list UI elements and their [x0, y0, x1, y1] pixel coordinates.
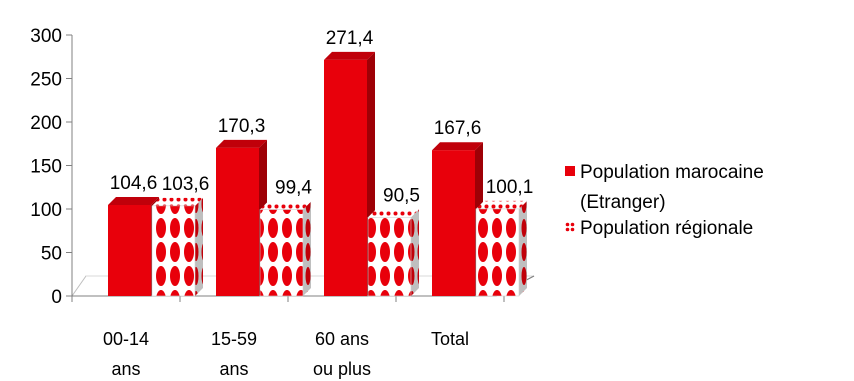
y-tick-label: 150 — [30, 157, 62, 178]
bar-population-regionale — [367, 209, 419, 297]
bar-population-marocaine — [108, 196, 159, 296]
data-label: 90,5 — [383, 185, 420, 206]
y-tick-label: 250 — [30, 70, 62, 91]
x-category-label: 60 ans ou plus — [313, 329, 371, 379]
y-tick-label: 200 — [30, 113, 62, 134]
legend-label: Population marocaine — [580, 162, 764, 183]
chart-bars — [108, 51, 527, 297]
bar-population-marocaine — [216, 139, 267, 296]
data-label: 99,4 — [275, 178, 312, 199]
y-tick-label: 300 — [30, 26, 62, 47]
legend-label: Population régionale — [580, 218, 753, 239]
legend-swatch-dots — [565, 222, 575, 232]
x-category-label: 15-59 ans — [211, 329, 257, 379]
legend-swatch-solid — [565, 166, 575, 176]
x-category-label: 00-14 ans — [103, 329, 149, 379]
data-label: 100,1 — [486, 177, 534, 198]
bar-population-regionale — [259, 201, 311, 297]
bar-population-regionale — [151, 197, 203, 297]
bar-population-marocaine — [324, 51, 375, 296]
legend-item-population-regionale: Population régionale — [565, 218, 753, 239]
y-tick-label: 100 — [30, 200, 62, 221]
chart-data-labels: 104,6 103,6 170,3 99,4 271,4 90,5 167,6 100,1 — [110, 28, 534, 206]
data-label: 104,6 — [110, 173, 158, 194]
data-label: 271,4 — [326, 28, 374, 49]
chart-legend: Population marocaine(Etranger)Population… — [565, 162, 764, 239]
bar-population-regionale — [475, 200, 527, 297]
data-label: 170,3 — [218, 116, 266, 137]
legend-label: (Etranger) — [580, 192, 666, 213]
y-tick-label: 50 — [41, 244, 62, 265]
y-tick-label: 0 — [51, 287, 62, 308]
legend-item-population-marocaine: Population marocaine (Etranger) — [565, 162, 764, 213]
bar-population-marocaine — [432, 142, 483, 296]
x-category-label: Total — [431, 329, 469, 349]
data-label: 103,6 — [162, 174, 210, 195]
data-label: 167,6 — [434, 118, 482, 139]
